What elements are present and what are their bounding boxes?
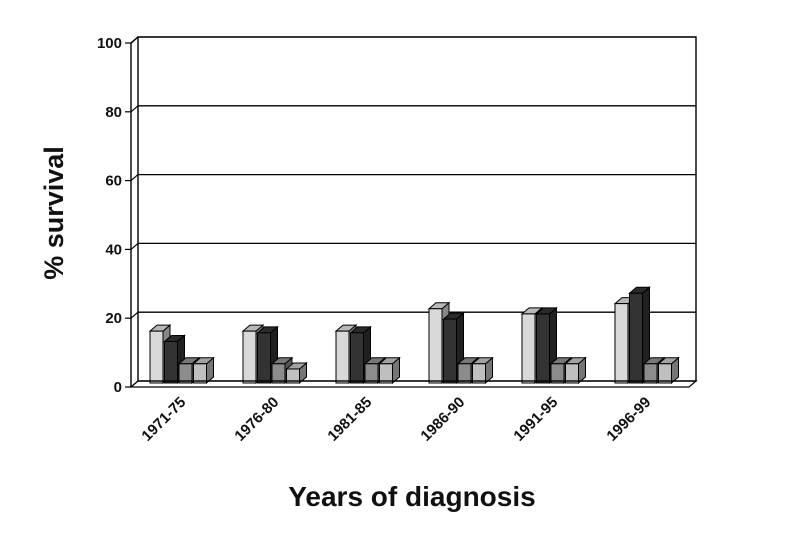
x-axis-label: Years of diagnosis [288,481,535,512]
bar-front [658,363,672,384]
bar-front [565,363,579,384]
y-tick-label: 40 [105,241,122,258]
bar [564,356,587,385]
bar-front [536,313,550,384]
bar-front [242,330,257,384]
bar-front [443,318,457,384]
bar-front [521,313,536,384]
bar-front [286,368,300,384]
x-tick-label: 1971-75 [138,394,189,445]
y-tick-label: 80 [105,104,122,121]
bar [192,356,215,385]
x-tick-label: 1976-80 [231,394,282,445]
x-tick-label: 1991-95 [510,394,561,445]
bar-front [550,363,565,384]
y-axis-ticks: 0 20 40 60 80 100 [97,35,131,396]
bar-front [428,308,443,384]
floor [129,380,698,388]
bar [471,356,494,385]
gridline-depth [130,242,139,250]
bar-front [164,340,178,384]
gridlines [130,36,696,388]
bar-front [257,332,271,384]
bar [657,356,680,385]
bar [378,356,401,385]
x-tick-label: 1981-85 [324,394,375,445]
bar-front [457,363,472,384]
bar-front [350,332,364,384]
plot-frame [130,36,697,387]
y-tick-label: 60 [105,173,122,190]
gridline-depth [130,174,139,182]
bar [285,361,308,385]
y-tick-label: 0 [114,379,122,396]
bar-front [178,363,193,384]
bar-front [193,363,207,384]
gridline-depth [130,105,139,113]
x-tick-label: 1996-99 [603,394,654,445]
bar-front [335,330,350,384]
bars [148,286,680,385]
bar-front [643,363,658,384]
x-tick-label: 1986-90 [417,394,468,445]
bar-front [614,303,629,384]
gridline-depth [130,311,139,319]
back-wall [137,36,697,382]
chart-floor [129,380,698,388]
bar-front [472,363,486,384]
bar-front [271,363,286,384]
y-tick-label: 20 [105,310,122,327]
bar-front [364,363,379,384]
y-tick-label: 100 [97,35,122,52]
axis-corner [130,36,139,44]
x-axis-ticks: 1971-75 1976-80 1981-85 1986-90 1991-95 1996-… [138,394,654,445]
bar-front [629,292,643,384]
y-axis-label: % survival [39,146,69,280]
bar-front [379,363,393,384]
bar-front [149,330,164,384]
